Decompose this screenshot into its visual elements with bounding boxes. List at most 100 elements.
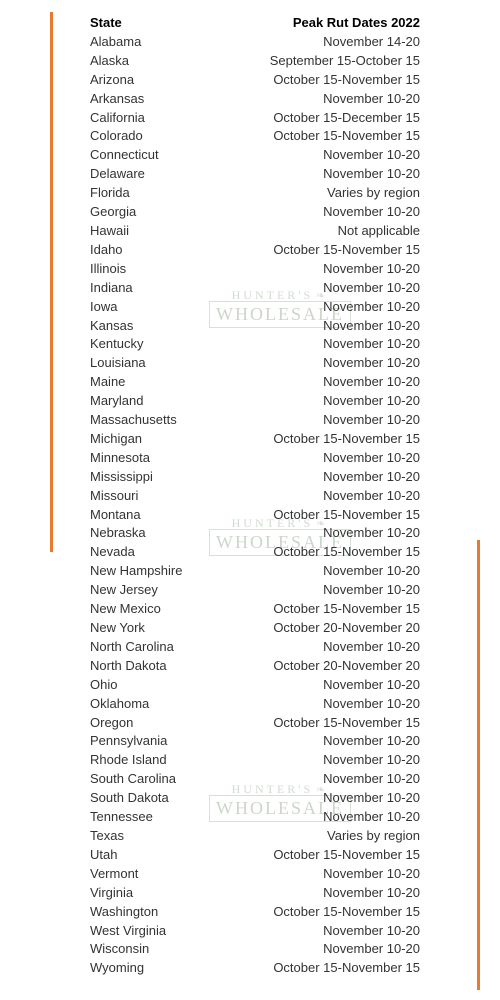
- dates-cell: November 10-20: [323, 922, 420, 941]
- table-row: New Hampshire November 10-20: [90, 562, 420, 581]
- state-cell: Oregon: [90, 714, 133, 733]
- table-row: AlabamaNovember 14-20: [90, 33, 420, 52]
- table-row: KansasNovember 10-20: [90, 317, 420, 336]
- state-cell: New Mexico: [90, 600, 161, 619]
- table-row: South Dakota November 10-20: [90, 789, 420, 808]
- state-cell: North Carolina: [90, 638, 174, 657]
- table-row: Vermont November 10-20: [90, 865, 420, 884]
- table-row: NebraskaNovember 10-20: [90, 524, 420, 543]
- table-row: Maryland November 10-20: [90, 392, 420, 411]
- header-dates: Peak Rut Dates 2022: [293, 14, 420, 33]
- dates-cell: November 10-20: [323, 298, 420, 317]
- state-cell: North Dakota: [90, 657, 167, 676]
- state-cell: Nevada: [90, 543, 135, 562]
- table-row: West Virginia November 10-20: [90, 922, 420, 941]
- state-cell: Rhode Island: [90, 751, 167, 770]
- state-cell: Arizona: [90, 71, 134, 90]
- state-cell: Pennsylvania: [90, 732, 167, 751]
- dates-cell: November 10-20: [323, 487, 420, 506]
- dates-cell: October 15-November 15: [273, 959, 420, 978]
- state-cell: New York: [90, 619, 145, 638]
- state-cell: Wyoming: [90, 959, 144, 978]
- table-row: HawaiiNot applicable: [90, 222, 420, 241]
- table-row: Texas Varies by region: [90, 827, 420, 846]
- state-cell: Virginia: [90, 884, 133, 903]
- dates-cell: November 10-20: [323, 940, 420, 959]
- state-cell: Connecticut: [90, 146, 159, 165]
- state-cell: Tennessee: [90, 808, 153, 827]
- dates-cell: November 10-20: [323, 468, 420, 487]
- state-cell: Florida: [90, 184, 130, 203]
- state-cell: Kansas: [90, 317, 133, 336]
- state-cell: Indiana: [90, 279, 133, 298]
- dates-cell: November 10-20: [323, 751, 420, 770]
- state-cell: Colorado: [90, 127, 143, 146]
- dates-cell: October 15-November 15: [273, 600, 420, 619]
- dates-cell: October 15-November 15: [273, 506, 420, 525]
- state-cell: California: [90, 109, 145, 128]
- state-cell: Arkansas: [90, 90, 144, 109]
- table-row: MichiganOctober 15-November 15: [90, 430, 420, 449]
- state-cell: Texas: [90, 827, 124, 846]
- table-row: IdahoOctober 15-November 15: [90, 241, 420, 260]
- state-cell: Hawaii: [90, 222, 129, 241]
- dates-cell: November 10-20: [323, 884, 420, 903]
- dates-cell: November 10-20: [323, 865, 420, 884]
- table-row: South CarolinaNovember 10-20: [90, 770, 420, 789]
- state-cell: Maryland: [90, 392, 143, 411]
- state-cell: Minnesota: [90, 449, 150, 468]
- table-row: Wyoming October 15-November 15: [90, 959, 420, 978]
- state-cell: New Hampshire: [90, 562, 182, 581]
- dates-cell: November 10-20: [323, 581, 420, 600]
- state-cell: Louisiana: [90, 354, 146, 373]
- table-row: NevadaOctober 15-November 15: [90, 543, 420, 562]
- table-row: North Dakota October 20-November 20: [90, 657, 420, 676]
- state-cell: South Dakota: [90, 789, 169, 808]
- state-cell: West Virginia: [90, 922, 166, 941]
- table-row: Alaska September 15-October 15: [90, 52, 420, 71]
- dates-cell: November 10-20: [323, 562, 420, 581]
- dates-cell: November 10-20: [323, 695, 420, 714]
- state-cell: Wisconsin: [90, 940, 149, 959]
- dates-cell: October 15-November 15: [273, 71, 420, 90]
- state-cell: Massachusetts: [90, 411, 177, 430]
- dates-cell: October 15-November 15: [273, 430, 420, 449]
- state-cell: Ohio: [90, 676, 117, 695]
- table-row: CaliforniaOctober 15-December 15: [90, 109, 420, 128]
- dates-cell: October 15-November 15: [273, 127, 420, 146]
- dates-cell: October 20-November 20: [273, 657, 420, 676]
- dates-cell: November 10-20: [323, 90, 420, 109]
- dates-cell: November 10-20: [323, 354, 420, 373]
- table-row: New JerseyNovember 10-20: [90, 581, 420, 600]
- state-cell: Alaska: [90, 52, 129, 71]
- dates-cell: October 15-November 15: [273, 241, 420, 260]
- dates-cell: September 15-October 15: [270, 52, 420, 71]
- state-cell: Mississippi: [90, 468, 153, 487]
- state-cell: Montana: [90, 506, 141, 525]
- dates-cell: November 10-20: [323, 146, 420, 165]
- table-row: Mississippi November 10-20: [90, 468, 420, 487]
- table-row: North Carolina November 10-20: [90, 638, 420, 657]
- dates-cell: November 10-20: [323, 638, 420, 657]
- state-cell: Maine: [90, 373, 125, 392]
- table-row: TennesseeNovember 10-20: [90, 808, 420, 827]
- state-cell: Iowa: [90, 298, 117, 317]
- table-row: Colorado October 15-November 15: [90, 127, 420, 146]
- dates-cell: November 10-20: [323, 732, 420, 751]
- dates-cell: November 10-20: [323, 260, 420, 279]
- table-row: New YorkOctober 20-November 20: [90, 619, 420, 638]
- dates-cell: November 10-20: [323, 789, 420, 808]
- dates-cell: November 10-20: [323, 676, 420, 695]
- table-row: MaineNovember 10-20: [90, 373, 420, 392]
- dates-cell: November 14-20: [323, 33, 420, 52]
- state-cell: Nebraska: [90, 524, 146, 543]
- dates-cell: November 10-20: [323, 392, 420, 411]
- dates-cell: November 10-20: [323, 279, 420, 298]
- dates-cell: Varies by region: [327, 827, 420, 846]
- table-row: Arkansas November 10-20: [90, 90, 420, 109]
- state-cell: Vermont: [90, 865, 138, 884]
- dates-cell: October 15-November 15: [273, 714, 420, 733]
- table-row: IllinoisNovember 10-20: [90, 260, 420, 279]
- state-cell: Washington: [90, 903, 158, 922]
- table-row: Indiana November 10-20: [90, 279, 420, 298]
